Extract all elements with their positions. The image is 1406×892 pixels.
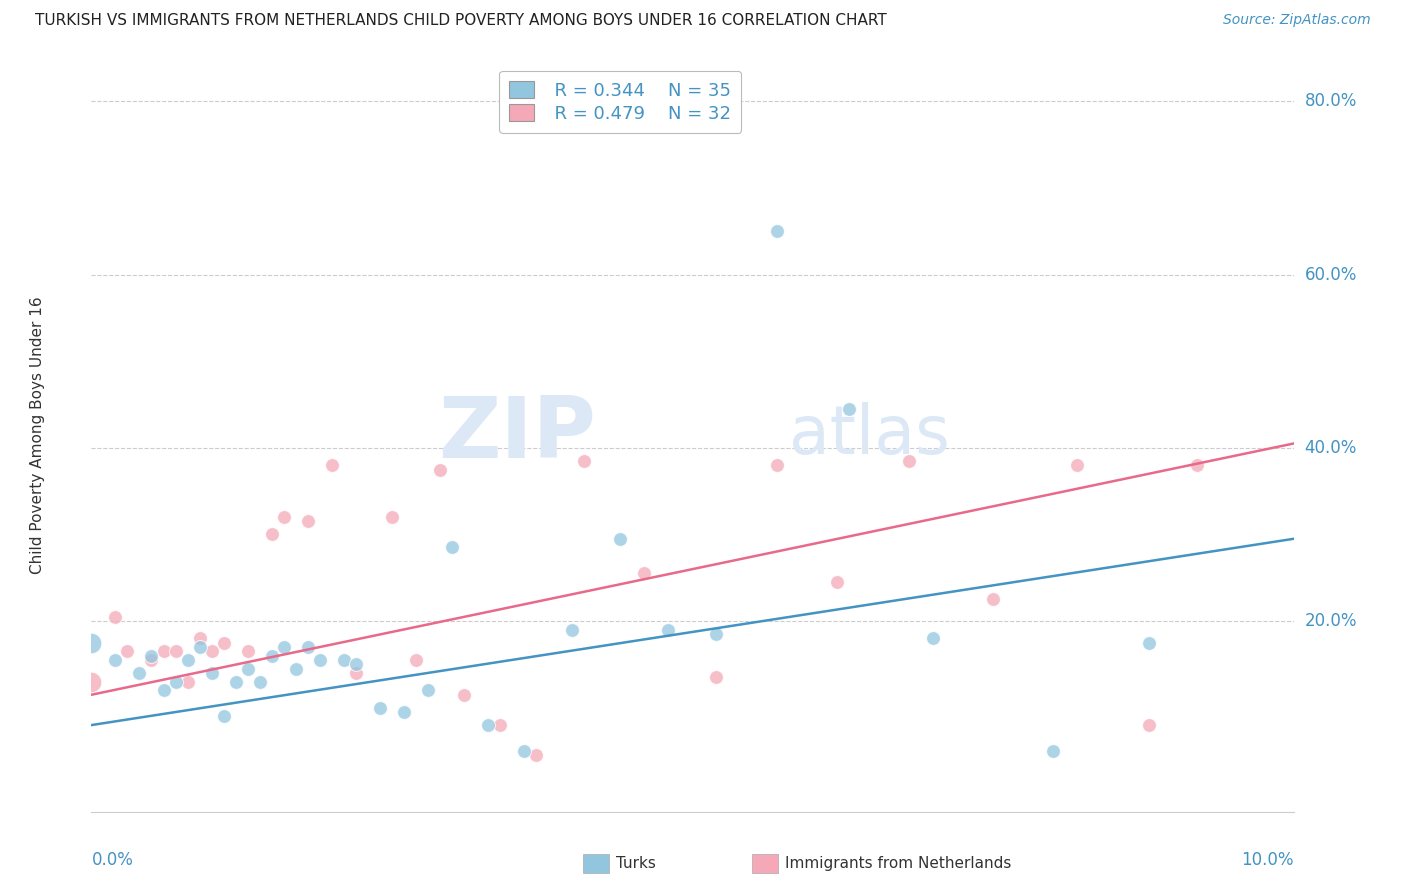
- Point: [152, 644, 174, 658]
- Point: [981, 592, 1004, 607]
- Point: [225, 674, 247, 689]
- Point: [297, 515, 319, 529]
- Point: [765, 458, 787, 472]
- Point: [201, 666, 224, 681]
- Legend:   R = 0.344    N = 35,   R = 0.479    N = 32: R = 0.344 N = 35, R = 0.479 N = 32: [499, 70, 741, 133]
- Point: [381, 510, 404, 524]
- Point: [416, 683, 439, 698]
- Point: [308, 653, 330, 667]
- Point: [1137, 636, 1160, 650]
- Point: [188, 632, 211, 646]
- Point: [344, 666, 367, 681]
- Point: [104, 609, 127, 624]
- Point: [838, 401, 860, 416]
- Point: [176, 674, 198, 689]
- Point: [141, 653, 163, 667]
- Point: [765, 224, 787, 238]
- Point: [80, 674, 103, 689]
- Point: [633, 566, 655, 581]
- Point: [922, 632, 945, 646]
- Text: Immigrants from Netherlands: Immigrants from Netherlands: [785, 856, 1011, 871]
- Text: TURKISH VS IMMIGRANTS FROM NETHERLANDS CHILD POVERTY AMONG BOYS UNDER 16 CORRELA: TURKISH VS IMMIGRANTS FROM NETHERLANDS C…: [35, 13, 887, 29]
- Point: [405, 653, 427, 667]
- Point: [453, 688, 475, 702]
- Point: [141, 648, 163, 663]
- Point: [706, 670, 728, 684]
- Point: [440, 541, 463, 555]
- Text: Source: ZipAtlas.com: Source: ZipAtlas.com: [1223, 13, 1371, 28]
- Point: [165, 644, 187, 658]
- Text: 60.0%: 60.0%: [1305, 266, 1357, 284]
- Point: [1137, 718, 1160, 732]
- Point: [273, 640, 295, 654]
- Point: [344, 657, 367, 672]
- Point: [574, 454, 596, 468]
- Point: [657, 623, 679, 637]
- Point: [152, 683, 174, 698]
- Point: [1066, 458, 1088, 472]
- Point: [201, 644, 224, 658]
- Point: [297, 640, 319, 654]
- Text: 10.0%: 10.0%: [1241, 851, 1294, 869]
- Point: [333, 653, 356, 667]
- Point: [260, 527, 283, 541]
- Text: 0.0%: 0.0%: [91, 851, 134, 869]
- Point: [165, 674, 187, 689]
- Point: [236, 662, 259, 676]
- Point: [117, 644, 139, 658]
- Text: Turks: Turks: [616, 856, 655, 871]
- Point: [429, 462, 451, 476]
- Point: [825, 575, 848, 590]
- Point: [284, 662, 307, 676]
- Text: 40.0%: 40.0%: [1305, 439, 1357, 457]
- Text: atlas: atlas: [789, 402, 949, 467]
- Point: [212, 709, 235, 723]
- Text: ZIP: ZIP: [439, 393, 596, 476]
- Point: [176, 653, 198, 667]
- Point: [212, 636, 235, 650]
- Point: [1042, 744, 1064, 758]
- Point: [489, 718, 512, 732]
- Text: 20.0%: 20.0%: [1305, 612, 1357, 630]
- Point: [128, 666, 150, 681]
- Point: [249, 674, 271, 689]
- Point: [104, 653, 127, 667]
- Point: [260, 648, 283, 663]
- Point: [368, 700, 391, 714]
- Point: [188, 640, 211, 654]
- Point: [706, 627, 728, 641]
- Point: [236, 644, 259, 658]
- Text: 80.0%: 80.0%: [1305, 92, 1357, 111]
- Text: Child Poverty Among Boys Under 16: Child Poverty Among Boys Under 16: [30, 296, 45, 574]
- Point: [513, 744, 536, 758]
- Point: [1187, 458, 1209, 472]
- Point: [477, 718, 499, 732]
- Point: [897, 454, 920, 468]
- Point: [524, 748, 547, 763]
- Point: [561, 623, 583, 637]
- Point: [273, 510, 295, 524]
- Point: [80, 636, 103, 650]
- Point: [609, 532, 631, 546]
- Point: [392, 705, 415, 719]
- Point: [321, 458, 343, 472]
